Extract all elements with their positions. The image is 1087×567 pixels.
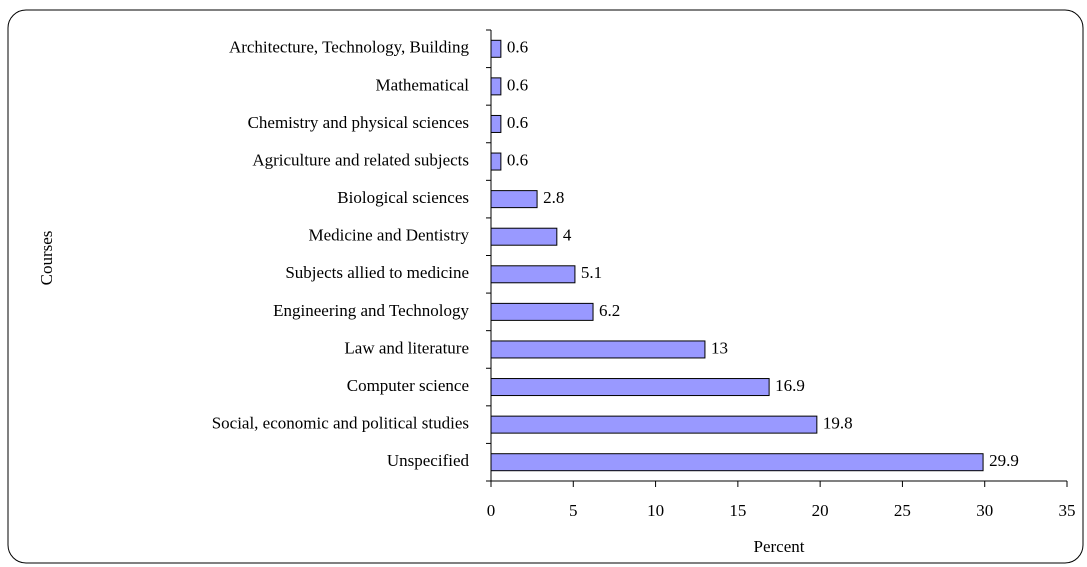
bar [490,190,538,209]
y-axis-label: Courses [37,231,56,286]
bar [490,152,502,171]
x-axis-label: Percent [754,537,805,556]
data-label: 16.9 [775,376,805,395]
data-label: 0.6 [507,113,528,132]
data-label: 6.2 [599,301,620,320]
bar [490,265,576,284]
chart-border [7,9,1084,564]
bar [490,227,558,246]
x-tick-label: 20 [812,501,829,520]
y-tick-label: Biological sciences [337,188,469,207]
x-tick-label: 0 [487,501,496,520]
bar [490,415,818,434]
bar [490,302,594,321]
bar [490,39,502,58]
bar [490,77,502,96]
x-tick-label: 10 [647,501,664,520]
data-label: 29.9 [989,451,1019,470]
y-tick-label: Medicine and Dentistry [308,226,469,245]
y-tick-label: Law and literature [344,338,469,357]
data-label: 0.6 [507,75,528,94]
data-label: 19.8 [823,414,853,433]
x-tick-label: 30 [976,501,993,520]
bar [490,378,770,397]
data-label: 13 [711,338,728,357]
x-tick-label: 15 [729,501,746,520]
y-tick-label: Mathematical [376,75,470,94]
y-tick-label: Unspecified [387,451,470,470]
data-label: 0.6 [507,150,528,169]
x-tick-label: 5 [569,501,578,520]
x-tick-label: 25 [894,501,911,520]
data-label: 4 [563,226,572,245]
y-tick-label: Agriculture and related subjects [252,150,469,169]
y-tick-label: Chemistry and physical sciences [248,113,469,132]
y-tick-label: Architecture, Technology, Building [229,38,470,57]
data-label: 5.1 [581,263,602,282]
y-tick-label: Subjects allied to medicine [285,263,469,282]
bar [490,340,706,359]
y-tick-label: Computer science [347,376,469,395]
bar [490,114,502,133]
data-label: 2.8 [543,188,564,207]
data-label: 0.6 [507,38,528,57]
y-tick-label: Social, economic and political studies [212,414,469,433]
x-tick-label: 35 [1059,501,1076,520]
bar [490,453,984,472]
y-tick-label: Engineering and Technology [273,301,469,320]
